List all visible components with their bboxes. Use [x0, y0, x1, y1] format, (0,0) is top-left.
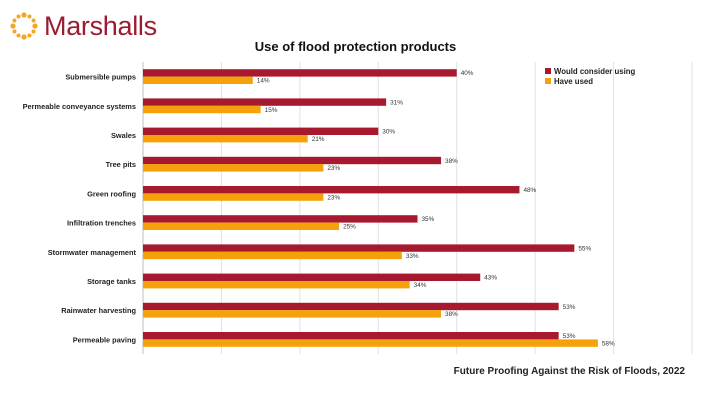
bar [143, 193, 324, 201]
data-label: 35% [422, 216, 435, 223]
logo-dot [27, 33, 32, 38]
bar [143, 302, 559, 311]
bar [143, 135, 308, 143]
bar [143, 244, 575, 252]
category-label: Storage tanks [87, 277, 136, 286]
category-label: Green roofing [87, 189, 136, 198]
data-label: 38% [445, 158, 458, 165]
logo-dot [10, 23, 16, 29]
data-label: 23% [327, 165, 340, 172]
logo-dot [16, 14, 21, 19]
data-label: 55% [578, 245, 591, 252]
brand-logo: Marshalls [8, 10, 157, 42]
legend-label: Have used [554, 77, 593, 86]
bar [143, 186, 520, 194]
data-label: 23% [327, 194, 340, 201]
data-label: 34% [414, 282, 427, 289]
source-note: Future Proofing Against the Risk of Floo… [453, 366, 685, 377]
bar [143, 127, 379, 135]
legend-swatch [545, 68, 551, 74]
data-label: 53% [563, 304, 576, 311]
bar [143, 339, 598, 347]
logo-dot [32, 23, 38, 29]
data-label: 40% [461, 70, 474, 77]
bar [143, 76, 253, 84]
bar [143, 273, 481, 281]
bar [143, 69, 457, 77]
logo-dot [21, 12, 27, 18]
logo-dot [27, 14, 32, 19]
logo-dot [12, 29, 17, 34]
legend-label: Would consider using [554, 67, 636, 76]
data-label: 14% [257, 78, 270, 85]
data-label: 43% [484, 275, 497, 282]
data-label: 15% [265, 107, 278, 114]
bar [143, 164, 324, 172]
category-label: Rainwater harvesting [61, 306, 136, 315]
data-label: 25% [343, 224, 356, 231]
logo-dot [21, 34, 27, 40]
chart-title: Use of flood protection products [254, 39, 457, 54]
logo-dot [16, 33, 21, 38]
category-label: Tree pits [106, 160, 136, 169]
category-label: Permeable paving [73, 335, 137, 344]
category-label: Permeable conveyance systems [23, 102, 136, 111]
logo-dot [31, 18, 36, 23]
category-label: Submersible pumps [65, 73, 136, 82]
data-label: 30% [382, 129, 395, 136]
data-label: 33% [406, 253, 419, 260]
category-label: Infiltration trenches [67, 219, 136, 228]
bar [143, 332, 559, 340]
bar [143, 251, 402, 260]
bar [143, 222, 340, 230]
brand-name: Marshalls [44, 11, 157, 41]
data-label: 58% [602, 340, 615, 347]
bar [143, 105, 261, 114]
sun-dots-icon [10, 12, 38, 40]
data-label: 21% [312, 136, 325, 143]
data-label: 48% [523, 187, 536, 194]
bar [143, 156, 442, 165]
logo-dot [31, 29, 36, 34]
data-label: 53% [563, 333, 576, 340]
bar [143, 310, 442, 318]
data-label: 38% [445, 311, 458, 318]
data-label: 31% [390, 99, 403, 106]
category-label: Stormwater management [48, 248, 137, 257]
bar [143, 215, 418, 223]
legend-swatch [545, 78, 551, 84]
bar [143, 98, 387, 106]
category-label: Swales [111, 131, 136, 140]
bar [143, 281, 410, 289]
logo-dot [12, 18, 17, 23]
